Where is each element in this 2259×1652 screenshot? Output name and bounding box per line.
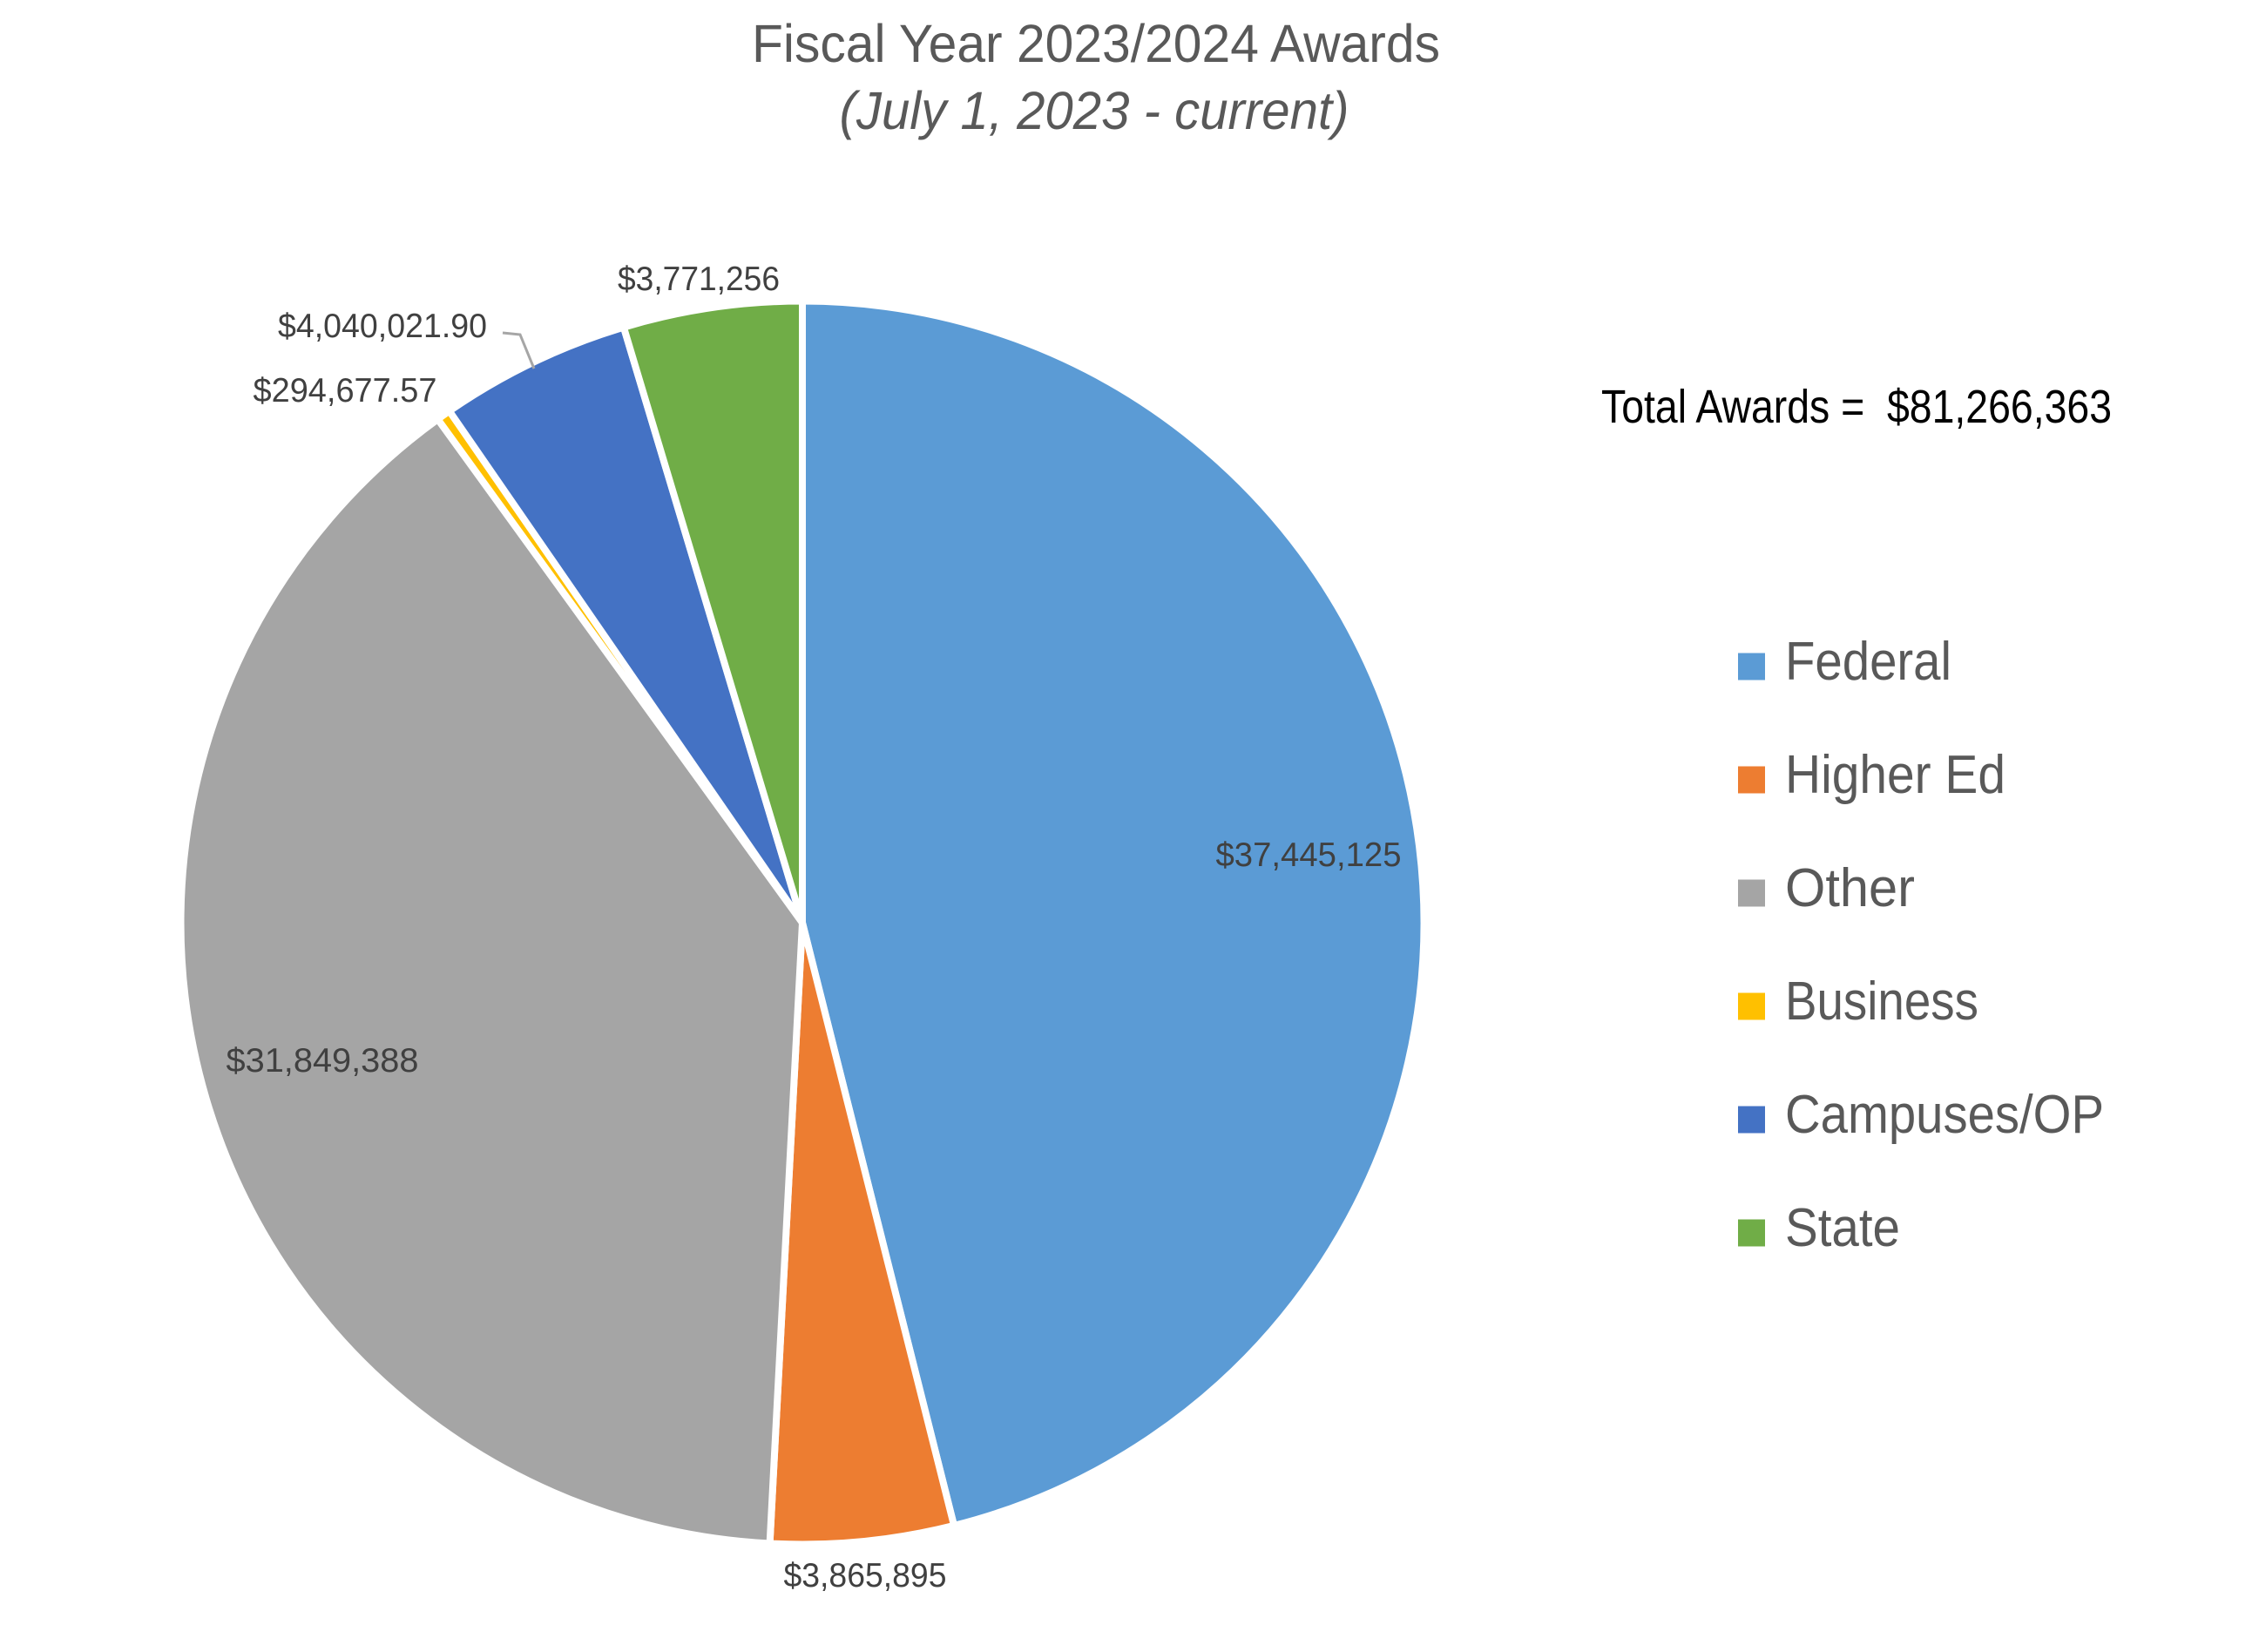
svg-text:Other: Other: [1785, 858, 1915, 918]
svg-text:$31,849,388: $31,849,388: [227, 1042, 419, 1080]
svg-text:Total Awards = $81,266,363: Total Awards = $81,266,363: [1601, 381, 2112, 433]
svg-text:(July 1, 2023 - current): (July 1, 2023 - current): [840, 81, 1349, 140]
svg-text:Higher Ed: Higher Ed: [1785, 745, 2005, 805]
svg-text:$3,865,895: $3,865,895: [784, 1557, 947, 1594]
svg-text:State: State: [1785, 1198, 1900, 1258]
svg-text:$294,677.57: $294,677.57: [254, 372, 437, 410]
svg-text:Campuses/OP: Campuses/OP: [1785, 1085, 2104, 1145]
svg-text:Federal: Federal: [1785, 632, 1951, 692]
svg-text:Fiscal Year 2023/2024 Awards: Fiscal Year 2023/2024 Awards: [752, 14, 1440, 73]
svg-text:$4,040,021.90: $4,040,021.90: [278, 308, 487, 345]
svg-text:$37,445,125: $37,445,125: [1216, 836, 1402, 874]
svg-text:Business: Business: [1785, 972, 1978, 1032]
svg-text:$3,771,256: $3,771,256: [618, 261, 780, 298]
